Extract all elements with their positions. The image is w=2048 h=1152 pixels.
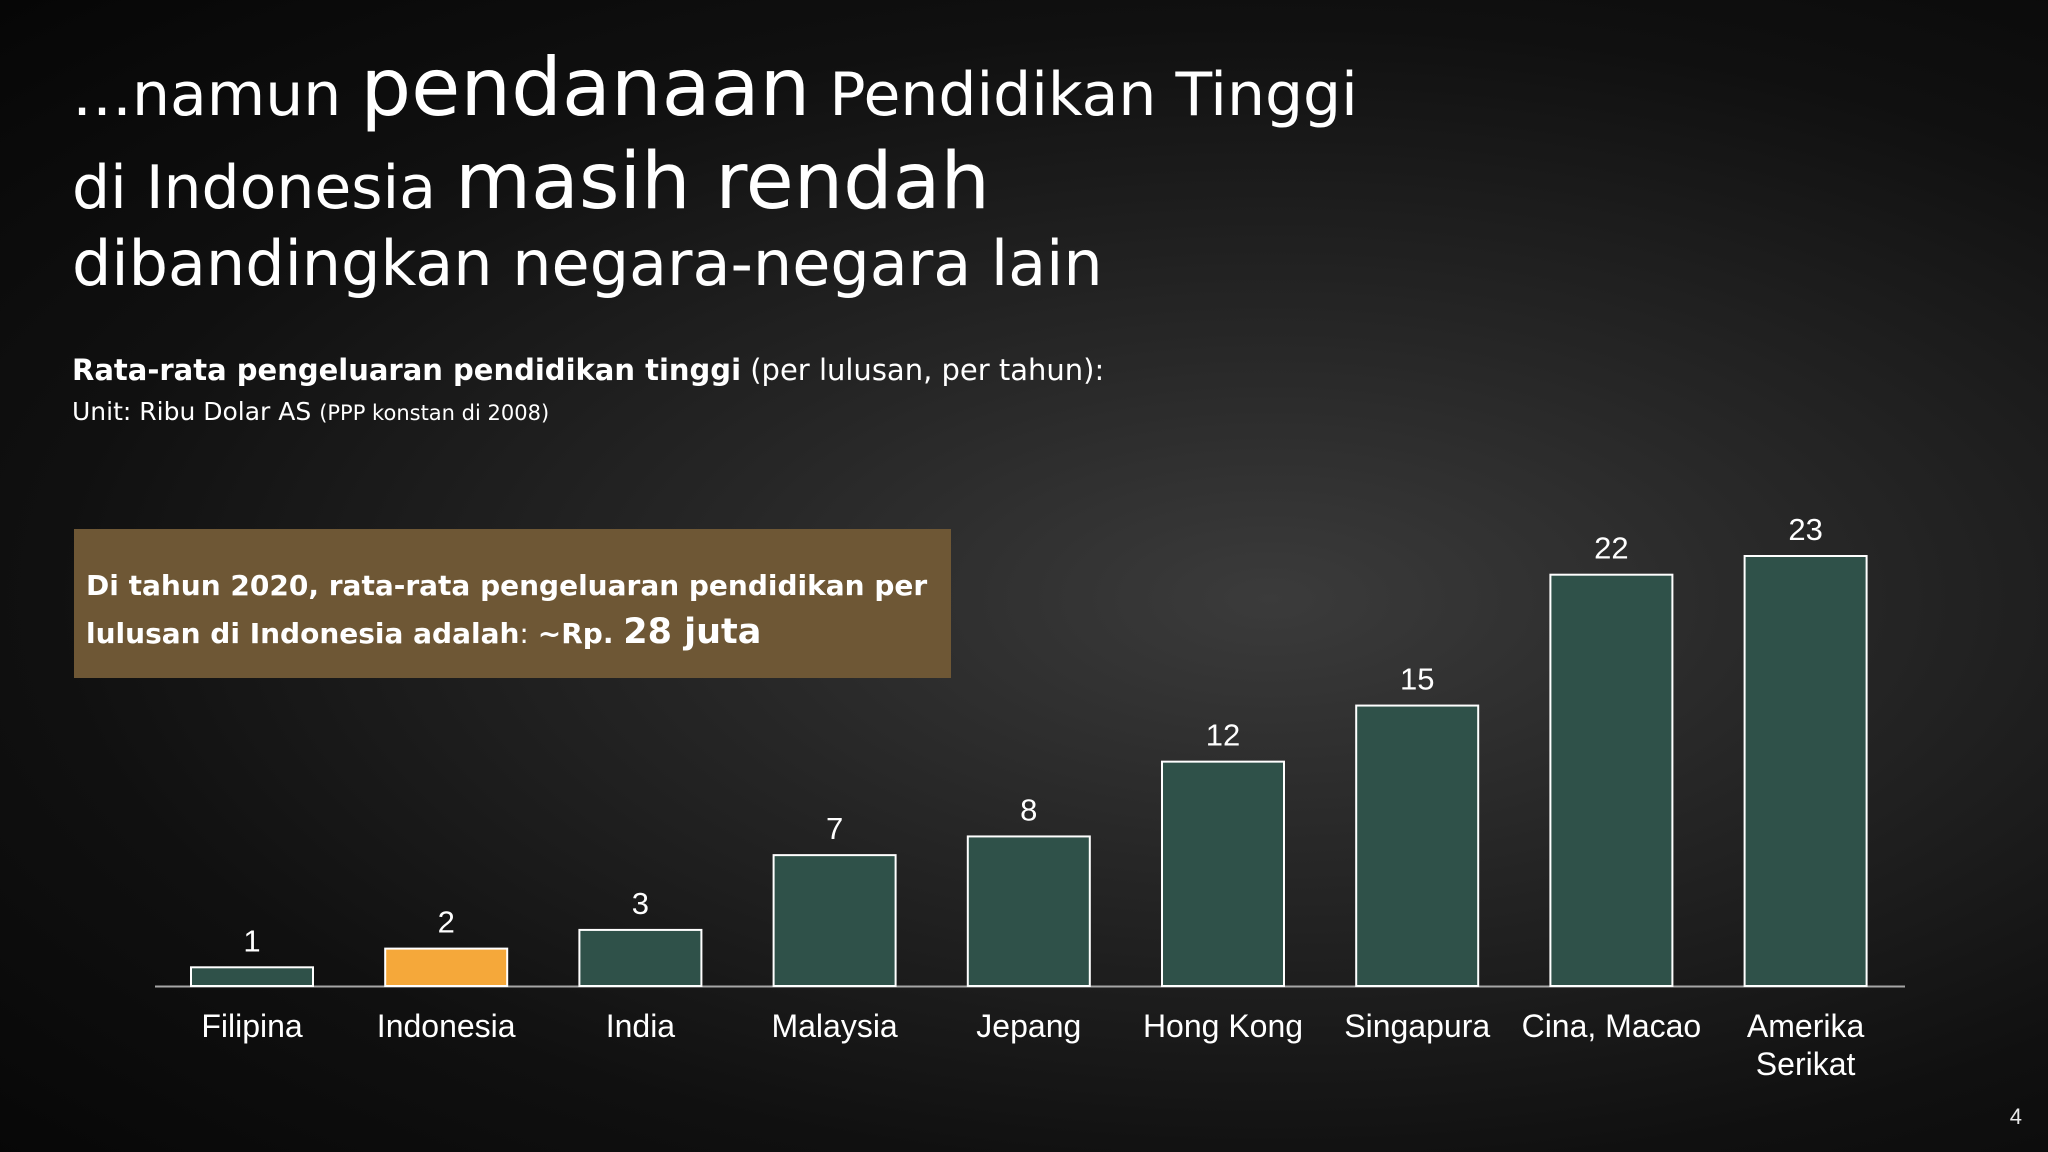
data-label: 3	[632, 886, 649, 921]
x-tick-label: India	[606, 1008, 676, 1044]
bar-hong-kong	[1161, 760, 1285, 987]
bar-amerika-serikat	[1743, 555, 1868, 987]
x-tick-label: Indonesia	[377, 1008, 516, 1044]
data-label: 1	[243, 923, 260, 958]
callout-box: Di tahun 2020, rata-rata pengeluaran pen…	[74, 529, 951, 678]
x-tick-label: Cina, Macao	[1522, 1008, 1702, 1044]
data-label: 12	[1206, 718, 1240, 753]
x-tick-label: Jepang	[976, 1008, 1081, 1044]
page-number: 4	[2009, 1104, 2022, 1129]
data-label: 22	[1594, 531, 1628, 566]
x-tick-label: Malaysia	[771, 1008, 897, 1044]
slide-title: …namun pendanaan Pendidikan Tinggi di In…	[72, 48, 1572, 323]
x-tick-label: Amerika Serikat	[1747, 1008, 1865, 1082]
data-label: 23	[1788, 512, 1822, 547]
callout-colon: :	[519, 617, 538, 650]
title-line-3: dibandingkan negara-negara lain	[72, 233, 1572, 323]
subtitle-rest: (per lulusan, per tahun):	[741, 353, 1105, 387]
callout-year: Di tahun 2020	[86, 569, 309, 602]
data-label: 2	[438, 905, 455, 940]
x-tick-label: Singapura	[1344, 1008, 1490, 1044]
unit-small: (PPP konstan di 2008)	[319, 401, 550, 425]
x-tick-label: Hong Kong	[1143, 1008, 1303, 1044]
bar-jepang	[966, 835, 1091, 987]
subtitle-bold: Rata-rata pengeluaran pendidikan tinggi	[72, 353, 742, 387]
bar-cina-macao	[1549, 573, 1674, 988]
data-label: 7	[826, 811, 843, 846]
bar-malaysia	[772, 854, 897, 987]
x-tick-label: Filipina	[201, 1008, 303, 1044]
bar-singapura	[1355, 704, 1480, 988]
callout-text: , rata-rata pengeluaran pendidikan per l…	[86, 569, 928, 650]
data-label: 15	[1400, 662, 1434, 697]
title-line-2: di Indonesia masih rendah	[72, 143, 1572, 233]
title-line-1: …namun pendanaan Pendidikan Tinggi	[72, 48, 1572, 143]
callout-currency: ~Rp.	[537, 617, 624, 650]
title-part-pendidikan-tinggi: Pendidikan Tinggi	[810, 60, 1358, 130]
title-part-pendanaan: pendanaan	[360, 41, 811, 134]
bar-india	[578, 928, 703, 987]
title-part-masih-rendah: masih rendah	[455, 137, 990, 227]
unit-main: Unit: Ribu Dolar AS	[72, 397, 320, 426]
title-part-namun: …namun	[72, 60, 361, 130]
unit-note: Unit: Ribu Dolar AS (PPP konstan di 2008…	[72, 397, 549, 426]
title-part-di-indonesia: di Indonesia	[72, 153, 456, 223]
data-label: 8	[1020, 792, 1037, 827]
bar-indonesia	[384, 947, 509, 988]
chart-subtitle: Rata-rata pengeluaran pendidikan tinggi …	[72, 353, 1104, 387]
callout-amount: 28 juta	[623, 612, 762, 652]
bar-filipina	[190, 966, 314, 987]
title-part-dibandingkan: dibandingkan negara-negara lain	[72, 227, 1103, 300]
